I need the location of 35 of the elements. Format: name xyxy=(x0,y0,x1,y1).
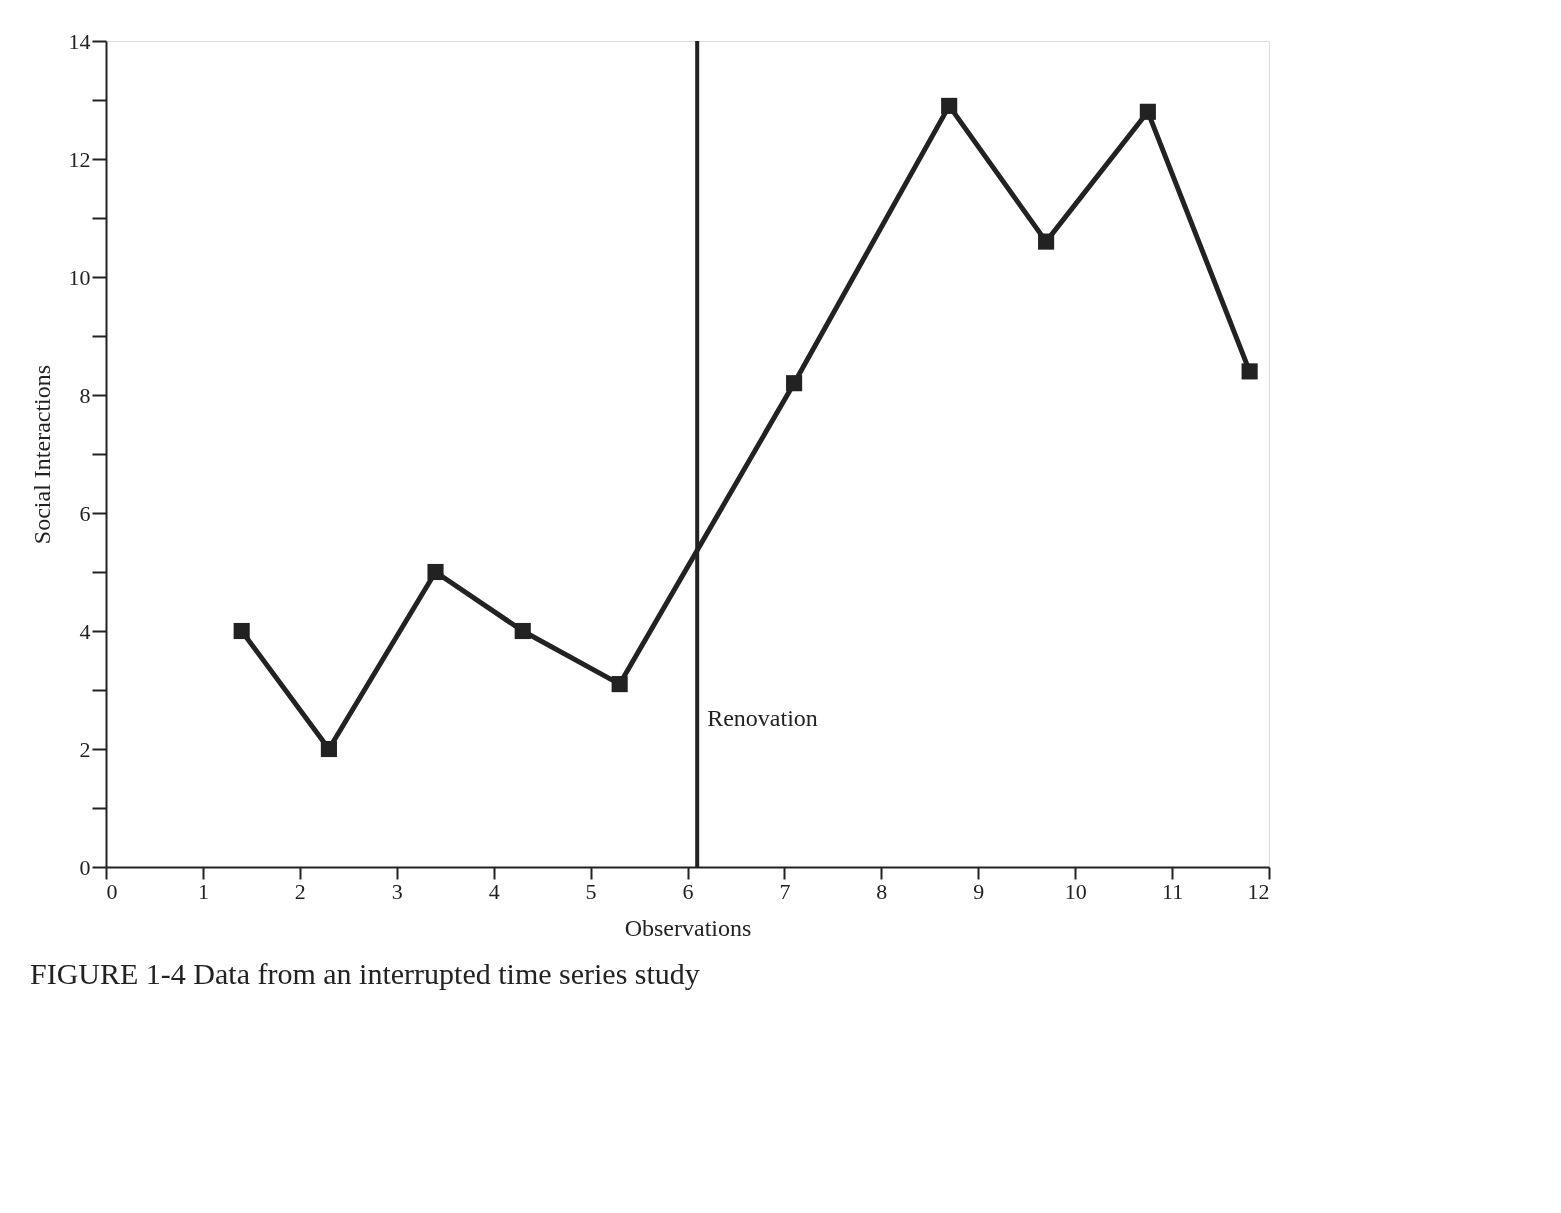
point xyxy=(1038,233,1055,250)
point xyxy=(514,622,531,640)
x-tick-label: 9 xyxy=(973,878,985,904)
x-tick-label: 1 xyxy=(197,878,209,904)
point xyxy=(320,740,337,758)
point xyxy=(1139,103,1156,120)
point xyxy=(786,375,803,392)
x-tick-label: 4 xyxy=(488,878,500,904)
y-tick-label: 12 xyxy=(68,146,91,172)
y-tick-label: 2 xyxy=(79,736,91,762)
text: FIGURE 1-4 Data from an interrupted time series study xyxy=(30,957,700,990)
x-tick-label: 10 xyxy=(1064,878,1087,904)
x-axis-title: Observations xyxy=(624,914,752,941)
x-tick-label: 5 xyxy=(585,878,597,904)
x-tick-label: 11 xyxy=(1161,878,1184,904)
x-tick-label: 7 xyxy=(779,878,791,904)
point xyxy=(941,97,958,114)
y-tick-label: 8 xyxy=(79,382,91,408)
point xyxy=(427,563,444,581)
point xyxy=(233,622,250,640)
y-tick-label: 4 xyxy=(79,618,91,644)
y-tick-label: 10 xyxy=(68,264,91,290)
point xyxy=(1241,363,1258,380)
x-tick-label: 8 xyxy=(876,878,888,904)
x-tick-label: 3 xyxy=(391,878,403,904)
y-tick-label: 0 xyxy=(79,854,91,880)
y-tick-label: 14 xyxy=(68,28,91,54)
x-tick-label: 12 xyxy=(1247,878,1270,904)
y-tick-label: 6 xyxy=(79,500,91,526)
x-tick-label: 2 xyxy=(294,878,306,904)
y-axis-title: Social Interactions xyxy=(28,364,55,545)
x-tick-label: 6 xyxy=(682,878,694,904)
x-tick-label: 0 xyxy=(106,878,118,904)
ref-line-label: Renovation xyxy=(707,705,818,731)
point xyxy=(611,676,628,693)
